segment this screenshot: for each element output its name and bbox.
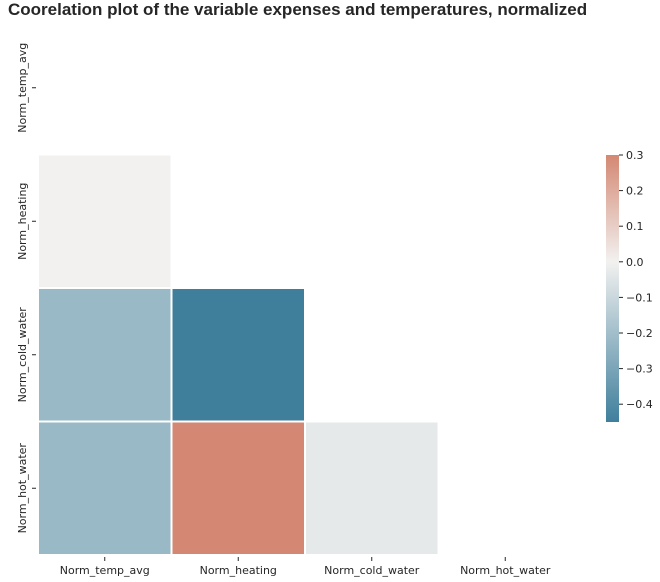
heatmap-cells [39,155,438,554]
colorbar-tick-label: −0.2 [626,327,653,340]
heatmap-cell-Norm_hot_water-Norm_heating [172,422,304,554]
y-axis: Norm_temp_avg Norm_heating Norm_cold_water… [16,43,36,534]
y-tick-label: Norm_temp_avg [16,43,29,133]
y-tick-label: Norm_heating [16,183,29,260]
x-tick-label: Norm_temp_avg [60,564,150,577]
heatmap-cell-Norm_cold_water-Norm_heating [172,289,304,421]
heatmap-cell-Norm_cold_water-Norm_temp_avg [39,289,171,421]
chart-title: Coorelation plot of the variable expense… [8,0,588,19]
colorbar-tick-label: 0.2 [626,185,644,198]
x-tick-label: Norm_cold_water [324,564,420,577]
colorbar-tick-label: 0.1 [626,220,644,233]
heatmap-cell-Norm_hot_water-Norm_temp_avg [39,422,171,554]
x-tick-label: Norm_heating [200,564,277,577]
y-tick-label: Norm_cold_water [16,307,29,403]
colorbar-tick-label: −0.3 [626,363,653,376]
x-axis: Norm_temp_avg Norm_heating Norm_cold_water… [60,557,551,577]
y-tick-label: Norm_hot_water [16,443,29,534]
heatmap-cell-Norm_hot_water-Norm_cold_water [306,422,438,554]
colorbar: 0.3 0.2 0.1 0.0 −0.1 −0.2 −0.3 −0.4 [606,149,653,422]
colorbar-tick-label: −0.4 [626,398,653,411]
colorbar-tick-label: −0.1 [626,291,653,304]
colorbar-tick-label: 0.0 [626,256,644,269]
colorbar-gradient [606,155,619,422]
heatmap-cell-Norm_heating-Norm_temp_avg [39,155,171,287]
colorbar-tick-label: 0.3 [626,149,644,162]
x-tick-label: Norm_hot_water [460,564,551,577]
